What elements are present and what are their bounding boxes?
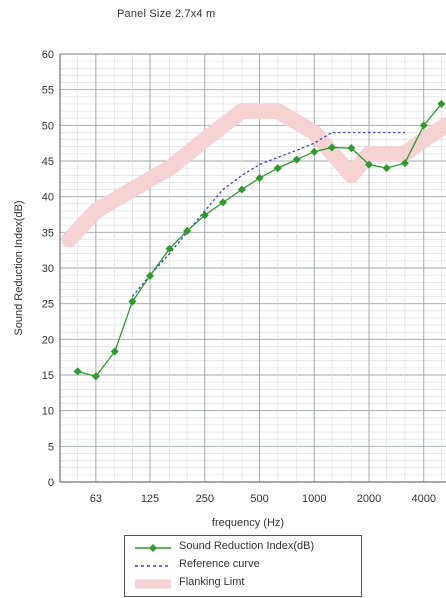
chart: 0 5 10 15 20 25 30 35 40 45 50 55 60 63 125 250 500 1000 2…	[13, 49, 446, 529]
x-tick-label: 500	[250, 493, 268, 505]
y-tick-label: 30	[42, 263, 54, 275]
legend-swatch-sri	[135, 544, 171, 552]
data-point-sri	[347, 144, 356, 153]
y-tick-label: 60	[42, 49, 54, 61]
y-tick-label: 10	[42, 406, 54, 418]
data-point-sri	[73, 367, 82, 376]
y-tick-label: 25	[42, 299, 54, 311]
y-tick-label: 5	[48, 441, 54, 453]
x-tick-label: 4000	[412, 493, 436, 505]
x-tick-label: 250	[196, 493, 214, 505]
series-layer	[61, 99, 446, 381]
legend-swatch-flanking	[135, 579, 171, 589]
data-point-sri	[110, 347, 119, 356]
legend-label-flanking: Flanking Limt	[179, 576, 245, 588]
chart-title: Panel Size 2.7x4 m	[117, 8, 216, 20]
x-tick-label: 125	[141, 493, 159, 505]
data-point-sri	[237, 185, 246, 194]
y-axis-label: Sound Reduction Index(dB)	[13, 200, 25, 335]
legend-swatch-reference	[135, 565, 171, 567]
data-point-sri	[365, 160, 374, 169]
x-tick-label: 1000	[302, 493, 326, 505]
series-reference-curve	[131, 131, 405, 297]
data-point-sri	[183, 226, 192, 235]
data-point-sri	[200, 211, 209, 220]
data-point-sri	[165, 244, 174, 253]
axes	[59, 53, 446, 483]
y-tick-label: 55	[42, 85, 54, 97]
data-point-sri	[437, 99, 446, 108]
data-point-sri	[146, 271, 155, 280]
y-tick-label: 20	[42, 334, 54, 346]
data-point-sri	[400, 159, 409, 168]
data-point-sri	[292, 155, 301, 164]
legend: Sound Reduction Index(dB) Reference curv…	[124, 535, 362, 597]
legend-label-sri: Sound Reduction Index(dB)	[179, 540, 315, 552]
x-tick-label: 63	[90, 493, 102, 505]
series-flanking-limit	[61, 103, 446, 248]
legend-item-reference: Reference curve	[133, 558, 361, 574]
y-tick-label: 45	[42, 156, 54, 168]
data-point-sri	[327, 143, 336, 152]
tick-labels: 0 5 10 15 20 25 30 35 40 45 50 55 60 63 125 250 500 1000 2…	[42, 49, 436, 505]
data-point-sri	[219, 198, 228, 207]
y-tick-label: 0	[48, 477, 54, 489]
data-point-sri	[273, 164, 282, 173]
x-tick-label: 2000	[357, 493, 381, 505]
y-tick-label: 35	[42, 227, 54, 239]
legend-item-sri: Sound Reduction Index(dB)	[133, 540, 361, 556]
data-point-sri	[128, 297, 137, 306]
y-tick-label: 50	[42, 120, 54, 132]
data-point-sri	[310, 147, 319, 156]
legend-item-flanking: Flanking Limt	[133, 576, 361, 592]
data-point-sri	[382, 164, 391, 173]
x-axis-label: frequency (Hz)	[212, 517, 284, 529]
data-point-sri	[91, 372, 100, 381]
legend-label-reference: Reference curve	[179, 558, 260, 570]
data-point-sri	[255, 174, 264, 183]
y-tick-label: 40	[42, 192, 54, 204]
y-tick-label: 15	[42, 370, 54, 382]
data-point-sri	[419, 121, 428, 130]
